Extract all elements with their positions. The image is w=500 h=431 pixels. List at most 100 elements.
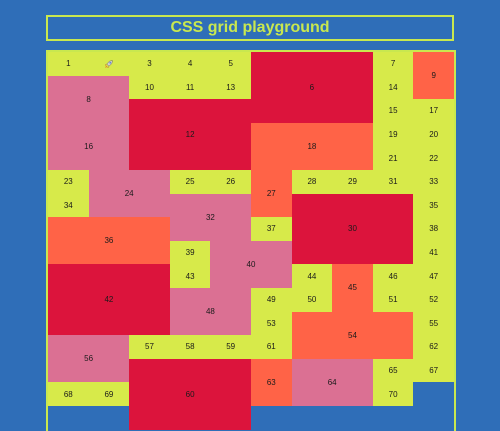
grid-cell-label: 45 [348, 283, 357, 293]
grid-cell-14: 14 [372, 75, 414, 100]
grid-cell-label: 64 [327, 377, 337, 387]
grid-cell-65: 65 [372, 358, 414, 383]
grid-cell-label: 57 [145, 342, 154, 352]
grid-cell-51: 51 [372, 288, 414, 312]
grid-cell-20: 20 [413, 122, 454, 147]
grid-cell-61: 61 [251, 335, 292, 359]
grid-cell-label: 11 [185, 82, 195, 92]
grid-cell-13: 13 [210, 75, 251, 100]
grid-cell-label: 3 [147, 59, 152, 69]
grid-cell-label: 31 [388, 177, 398, 187]
grid-cell-68: 68 [48, 382, 89, 406]
grid-cell-37: 37 [251, 217, 292, 241]
grid-cell-54: 54 [291, 311, 414, 359]
grid-cell-59: 59 [210, 335, 251, 359]
grid-cell-label: 33 [429, 177, 439, 187]
grid-cell-label: 60 [185, 389, 195, 399]
grid-cell-label: 40 [246, 259, 256, 269]
grid-cell-label: 17 [429, 106, 439, 116]
grid-cell-8: 8 [48, 75, 130, 123]
grid-cell-19: 19 [372, 122, 414, 147]
grid-cell-49: 49 [251, 288, 292, 312]
grid-cell-56: 56 [48, 335, 130, 383]
grid-cell-42: 42 [48, 264, 170, 336]
grid-cell-33: 33 [413, 170, 454, 194]
grid-cell-55: 55 [413, 311, 454, 336]
grid-cell-48: 48 [169, 288, 251, 336]
grid-cell-label: 58 [185, 342, 195, 352]
page-title: CSS grid playground [46, 15, 454, 41]
grid-cell-46: 46 [372, 264, 414, 288]
grid-cell-label: 5 [228, 59, 233, 69]
grid-cell-label: 62 [429, 342, 439, 352]
grid-cell-15: 15 [372, 99, 414, 123]
grid-cell-label: 21 [388, 153, 398, 163]
grid-cell-39: 39 [169, 240, 211, 265]
grid-cell-label: 27 [266, 189, 276, 199]
grid-cell-label: 51 [388, 295, 398, 305]
grid-cell-rocket [88, 52, 130, 76]
grid-cell-1: 1 [48, 52, 89, 76]
grid-cell-60: 60 [129, 358, 251, 430]
grid-cell-67: 67 [413, 358, 454, 383]
grid-cell-label: 13 [226, 82, 236, 92]
grid-cell-label: 4 [187, 59, 193, 69]
grid-cell-label: 22 [429, 153, 439, 163]
grid-cell-9: 9 [413, 52, 454, 100]
grid-cell-label: 26 [226, 177, 236, 187]
grid-cell-38: 38 [413, 217, 454, 241]
grid-cell-label: 59 [226, 342, 236, 352]
grid-cell-30: 30 [291, 193, 414, 265]
grid-cell-27: 27 [251, 170, 292, 218]
grid-cell-label: 68 [63, 389, 73, 399]
grid-cell-label: 24 [124, 189, 134, 199]
grid-cell-44: 44 [291, 264, 333, 288]
grid-cell-63: 63 [251, 358, 292, 406]
grid-cell-label: 52 [429, 295, 439, 305]
grid-cell-3: 3 [129, 52, 170, 76]
grid-cell-36: 36 [48, 217, 170, 265]
grid-cell-label: 61 [266, 342, 276, 352]
grid-cell-label: 70 [388, 389, 398, 399]
grid-cell-11: 11 [169, 75, 211, 100]
grid-cell-62: 62 [413, 335, 454, 359]
grid-cell-47: 47 [413, 264, 454, 288]
grid-cell-53: 53 [251, 311, 292, 336]
grid-cell-label: 38 [429, 224, 439, 234]
grid-cell-label: 56 [84, 354, 94, 364]
grid-cell-5: 5 [210, 52, 251, 76]
grid-cell-label: 63 [266, 377, 276, 387]
grid-cell-35: 35 [413, 193, 454, 218]
grid-cell-label: 50 [307, 295, 317, 305]
grid-cell-label: 30 [348, 224, 357, 234]
grid-cell-label: 65 [388, 366, 398, 376]
grid-cell-label: 15 [388, 106, 398, 116]
grid-cell-64: 64 [291, 358, 373, 406]
grid-cell-12: 12 [129, 99, 251, 170]
grid-cell-6: 6 [251, 52, 373, 123]
grid-cell-label: 14 [388, 82, 398, 92]
grid-cell-43: 43 [169, 264, 211, 288]
grid-cell-23: 23 [48, 170, 89, 194]
grid-cell-18: 18 [251, 122, 373, 170]
grid-cell-label: 18 [307, 141, 317, 151]
grid-cell-label: 49 [266, 295, 276, 305]
grid-cell-31: 31 [372, 170, 414, 194]
grid-cell-45: 45 [332, 264, 373, 312]
grid-cell-17: 17 [413, 99, 454, 123]
grid-cell-26: 26 [210, 170, 251, 194]
rocket-icon [104, 59, 114, 69]
grid-cell-label: 29 [348, 177, 357, 187]
grid-cell-label: 55 [429, 318, 439, 328]
grid-cell-24: 24 [88, 170, 170, 218]
grid-cell-41: 41 [413, 240, 454, 265]
grid-cell-label: 12 [185, 130, 195, 140]
grid-cell-29: 29 [332, 170, 373, 194]
grid-cell-label: 8 [86, 94, 91, 104]
grid-cell-label: 7 [390, 59, 396, 69]
grid-cell-label: 46 [388, 271, 398, 281]
grid-cell-label: 32 [205, 212, 215, 222]
grid-cell-label: 16 [84, 141, 94, 151]
grid-cell-40: 40 [210, 240, 292, 288]
grid-cell-label: 28 [307, 177, 317, 187]
